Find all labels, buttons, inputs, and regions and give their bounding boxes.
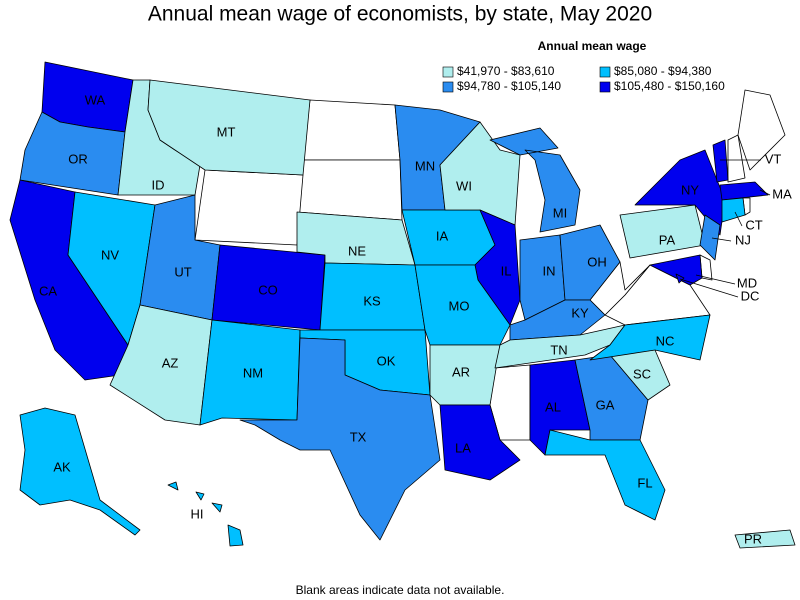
legend-swatch <box>442 66 454 78</box>
state <box>675 273 685 284</box>
state <box>401 209 496 266</box>
state-label: MI <box>553 205 567 220</box>
state-label: CA <box>39 283 57 298</box>
state-label: NC <box>656 333 675 348</box>
state <box>544 429 666 521</box>
states <box>9 61 796 549</box>
state-label: IA <box>436 228 449 243</box>
legend-title: Annual mean wage <box>538 39 647 53</box>
leader-line <box>759 189 771 196</box>
map-title: Annual mean wage of economists, by state… <box>148 3 652 26</box>
legend-label: $105,480 - $150,160 <box>614 79 725 93</box>
state-label: IL <box>501 263 512 278</box>
state <box>721 197 746 223</box>
state-label: MD <box>737 275 757 290</box>
state-label: AK <box>53 459 71 474</box>
state <box>559 224 621 301</box>
legend-swatch <box>599 81 611 93</box>
leader-line <box>679 278 739 298</box>
state-label: SC <box>633 366 651 381</box>
state-label: CT <box>745 217 762 232</box>
state-label: NY <box>681 182 699 197</box>
no-data-state <box>737 89 786 171</box>
state-labels: WA OR CA NV ID MT UT AZ CO NM NE KS OK TX MN IA WI IL MO AR… <box>39 92 792 546</box>
state <box>199 319 301 426</box>
state <box>489 127 581 233</box>
no-data-state <box>296 159 403 221</box>
legend-swatch <box>599 66 611 78</box>
state-label: AR <box>452 364 470 379</box>
state-label: OK <box>377 353 396 368</box>
state <box>439 121 521 226</box>
state <box>699 214 721 261</box>
legend-label: $85,080 - $94,380 <box>614 64 712 78</box>
state-label: WI <box>456 178 472 193</box>
state-label: OH <box>587 254 607 269</box>
state <box>439 404 521 481</box>
legend-label: $41,970 - $83,610 <box>457 64 555 78</box>
state <box>719 181 769 201</box>
state-label: PR <box>744 531 762 546</box>
state-label: KY <box>571 305 589 320</box>
leader-line <box>734 211 743 227</box>
state-label: AL <box>545 399 561 414</box>
state-label: ID <box>152 177 165 192</box>
no-data-state <box>194 169 304 246</box>
footnote: Blank areas indicate data not available. <box>296 583 505 597</box>
state-label: LA <box>455 440 471 455</box>
state-label: UT <box>174 264 191 279</box>
legend: $41,970 - $83,610 $85,080 - $94,380 $94,78… <box>442 64 725 93</box>
state-label: WA <box>85 92 106 107</box>
leader-line <box>695 274 736 285</box>
no-data-state <box>727 134 746 183</box>
state-label: AZ <box>162 355 179 370</box>
state-label: MN <box>415 158 435 173</box>
state-label: NE <box>348 243 366 258</box>
state-label: MA <box>772 186 792 201</box>
state-label: MT <box>217 124 236 139</box>
legend-swatch <box>442 81 454 93</box>
state <box>239 337 441 541</box>
state <box>712 139 729 183</box>
state-label: PA <box>659 232 676 247</box>
state <box>649 254 703 286</box>
legend-label: $94,780 - $105,140 <box>457 79 561 93</box>
state <box>414 264 511 346</box>
state-label: NM <box>243 365 263 380</box>
state-label: GA <box>596 397 615 412</box>
state-label: TX <box>350 429 367 444</box>
state-label: DC <box>741 288 760 303</box>
state-label: NJ <box>735 232 751 247</box>
state-label: VT <box>765 151 782 166</box>
state <box>734 529 796 549</box>
state-label: TN <box>550 342 567 357</box>
state-label: NV <box>101 247 119 262</box>
state <box>147 79 311 176</box>
state-label: IN <box>543 263 556 278</box>
state-label: FL <box>637 475 652 490</box>
state-label: HI <box>191 506 204 521</box>
state <box>167 481 244 547</box>
state <box>19 407 141 536</box>
state-label: MO <box>449 298 470 313</box>
leader-line <box>711 237 732 242</box>
state-label: KS <box>363 293 381 308</box>
state-label: OR <box>68 151 88 166</box>
state <box>589 314 711 361</box>
state-label: CO <box>258 282 278 297</box>
no-data-state <box>302 99 401 161</box>
